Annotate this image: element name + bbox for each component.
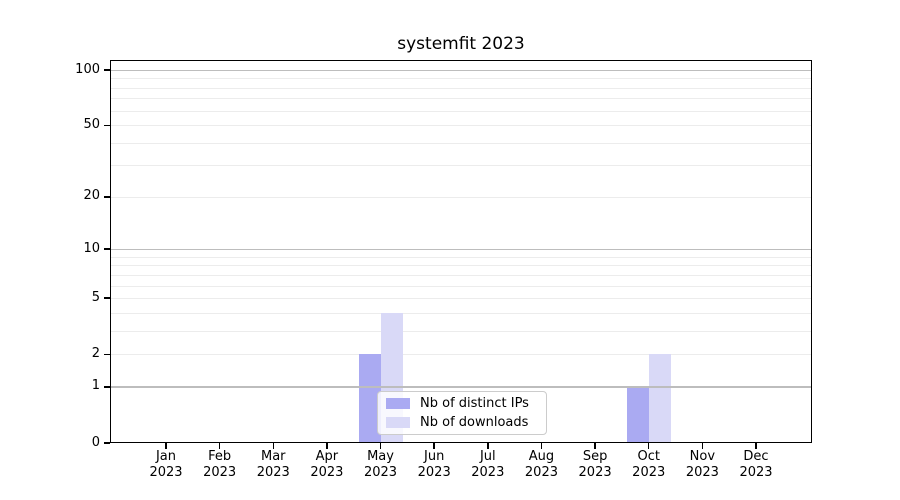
y-tick-label-20: 20	[83, 188, 100, 204]
x-tick-month: Dec	[743, 449, 769, 464]
x-tick-label-jun: Jun 2023	[402, 449, 466, 481]
x-tick-month: Jul	[479, 449, 496, 464]
y-tick-label-10: 10	[83, 240, 100, 256]
y-tick-label-2: 2	[91, 345, 100, 361]
x-tick-mark-jul	[487, 443, 489, 449]
gridline-minor-80	[111, 87, 811, 89]
y-tick-label-5: 5	[91, 289, 100, 305]
gridline-major-1	[111, 386, 811, 388]
gridline-minor-50	[111, 125, 811, 127]
x-tick-label-may: May 2023	[349, 449, 413, 481]
x-tick-mark-jan	[165, 443, 167, 449]
bar-distinct-ips-oct	[626, 386, 649, 443]
y-tick-mark-5	[104, 297, 110, 299]
x-tick-month: May	[367, 449, 394, 464]
chart-legend: Nb of distinct IPs Nb of downloads	[377, 391, 547, 435]
x-tick-label-feb: Feb 2023	[188, 449, 252, 481]
x-tick-month: Aug	[528, 449, 555, 464]
x-tick-mark-dec	[755, 443, 757, 449]
gridline-minor-70	[111, 98, 811, 100]
legend-swatch-downloads	[386, 416, 410, 428]
x-tick-month: Jun	[424, 449, 445, 464]
y-tick-mark-0	[104, 442, 110, 444]
y-tick-label-0: 0	[91, 434, 100, 450]
gridline-minor-4	[111, 312, 811, 314]
legend-swatch-distinct-ips	[386, 398, 410, 410]
x-tick-month: Mar	[261, 449, 286, 464]
x-tick-month: Oct	[637, 449, 660, 464]
gridline-minor-60	[111, 110, 811, 112]
x-tick-year: 2023	[149, 465, 183, 480]
x-tick-year: 2023	[524, 465, 558, 480]
x-tick-year: 2023	[203, 465, 237, 480]
y-tick-label-50: 50	[83, 116, 100, 132]
chart-title: systemfit 2023	[397, 34, 525, 54]
x-tick-mark-nov	[701, 443, 704, 449]
bar-distinct-ips-may	[358, 354, 381, 443]
x-tick-label-nov: Nov 2023	[670, 449, 734, 481]
gridline-major-10	[111, 248, 811, 251]
x-tick-label-dec: Dec 2023	[724, 449, 788, 481]
y-tick-label-100: 100	[75, 61, 100, 77]
x-tick-mark-aug	[540, 443, 543, 449]
x-tick-mark-jun	[433, 443, 435, 449]
x-tick-year: 2023	[310, 465, 344, 480]
gridline-minor-40	[111, 142, 811, 144]
gridline-minor-5	[111, 298, 811, 300]
gridline-minor-7	[111, 274, 811, 276]
legend-label-distinct-ips: Nb of distinct IPs	[420, 396, 529, 412]
gridline-minor-6	[111, 285, 811, 287]
legend-item-downloads: Nb of downloads	[386, 415, 538, 431]
x-tick-label-aug: Aug 2023	[509, 449, 573, 481]
x-tick-mark-mar	[272, 443, 274, 449]
x-tick-label-jan: Jan 2023	[134, 449, 198, 481]
x-tick-year: 2023	[363, 465, 398, 480]
x-tick-year: 2023	[417, 465, 451, 480]
x-tick-label-apr: Apr 2023	[295, 449, 359, 481]
y-tick-mark-100	[104, 69, 110, 71]
gridline-major-100	[111, 69, 811, 71]
y-tick-mark-1	[104, 386, 110, 388]
x-tick-month: Nov	[689, 449, 716, 464]
x-tick-year: 2023	[685, 465, 719, 480]
y-tick-mark-10	[104, 248, 110, 250]
y-tick-mark-20	[104, 196, 110, 198]
gridline-minor-20	[111, 196, 811, 198]
x-tick-label-oct: Oct 2023	[617, 449, 681, 481]
y-tick-mark-50	[104, 124, 110, 126]
x-tick-month: Sep	[582, 449, 608, 464]
x-tick-mark-sep	[594, 443, 596, 449]
x-tick-month: Jan	[155, 449, 177, 464]
x-tick-mark-oct	[648, 443, 650, 449]
x-tick-year: 2023	[471, 465, 505, 480]
gridline-minor-8	[111, 265, 811, 267]
x-tick-label-jul: Jul 2023	[456, 449, 520, 481]
y-tick-mark-2	[104, 353, 110, 355]
x-tick-label-mar: Mar 2023	[241, 449, 305, 481]
gridline-minor-2	[111, 354, 811, 356]
x-tick-year: 2023	[256, 465, 290, 480]
bar-downloads-oct	[648, 354, 671, 443]
x-tick-year: 2023	[578, 465, 612, 480]
legend-item-distinct-ips: Nb of distinct IPs	[386, 396, 538, 412]
x-tick-year: 2023	[739, 465, 773, 480]
gridline-minor-90	[111, 78, 811, 80]
gridline-minor-3	[111, 330, 811, 332]
x-tick-mark-apr	[326, 443, 328, 449]
x-tick-mark-feb	[218, 443, 221, 449]
legend-label-downloads: Nb of downloads	[420, 414, 529, 430]
y-tick-label-1: 1	[91, 378, 100, 394]
x-tick-month: Feb	[208, 449, 232, 464]
gridline-minor-30	[111, 165, 811, 167]
x-tick-mark-may	[379, 443, 382, 449]
gridline-minor-9	[111, 256, 811, 258]
x-tick-month: Apr	[315, 449, 339, 464]
x-tick-year: 2023	[632, 465, 666, 480]
x-tick-label-sep: Sep 2023	[563, 449, 627, 481]
